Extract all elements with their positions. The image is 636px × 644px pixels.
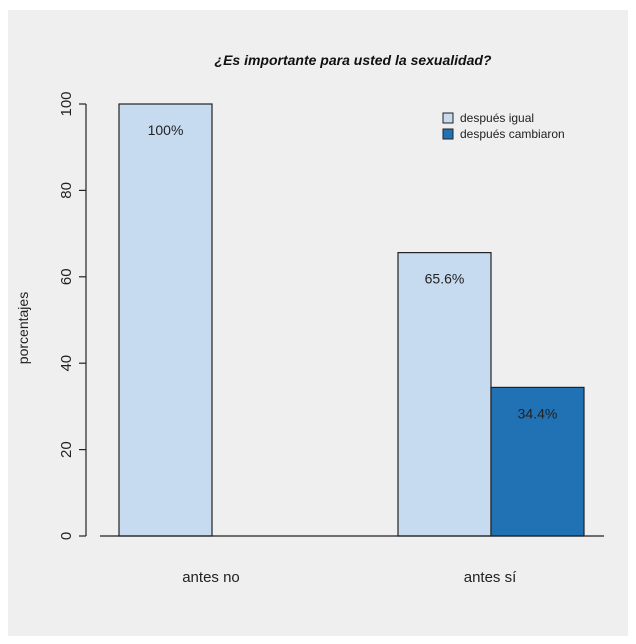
y-tick-label: 60 [58, 268, 75, 285]
chart-frame: ¿Es importante para usted la sexualidad?… [8, 10, 628, 636]
legend-label: después igual [460, 111, 534, 125]
bars-group: 100% 65.6% 34.4% [118, 103, 585, 537]
bar-value-label: 34.4% [518, 405, 558, 421]
x-category-label: antes sí [464, 569, 517, 586]
chart-title: ¿Es importante para usted la sexualidad? [215, 52, 492, 68]
bar-value-label: 65.6% [425, 271, 465, 287]
x-axis: antes no antes sí [100, 535, 604, 586]
legend-label: después cambiaron [460, 127, 565, 141]
legend-swatch [442, 128, 454, 140]
bar-value-label: 100% [148, 122, 184, 138]
bar-chart: ¿Es importante para usted la sexualidad?… [15, 52, 604, 586]
bar-despues-igual-0 [118, 103, 213, 537]
bar-despues-igual-1 [397, 252, 492, 537]
y-tick-label: 40 [58, 355, 75, 372]
y-axis-title: porcentajes [15, 292, 31, 364]
legend: después igual después cambiaron [442, 111, 565, 141]
y-tick-label: 0 [58, 532, 75, 540]
y-tick-label: 100 [58, 91, 75, 116]
y-tick-label: 20 [58, 441, 75, 458]
y-tick-label: 80 [58, 182, 75, 199]
legend-swatch [442, 112, 454, 124]
x-category-label: antes no [182, 569, 240, 586]
y-axis: 0 20 40 60 80 100 [58, 91, 87, 540]
